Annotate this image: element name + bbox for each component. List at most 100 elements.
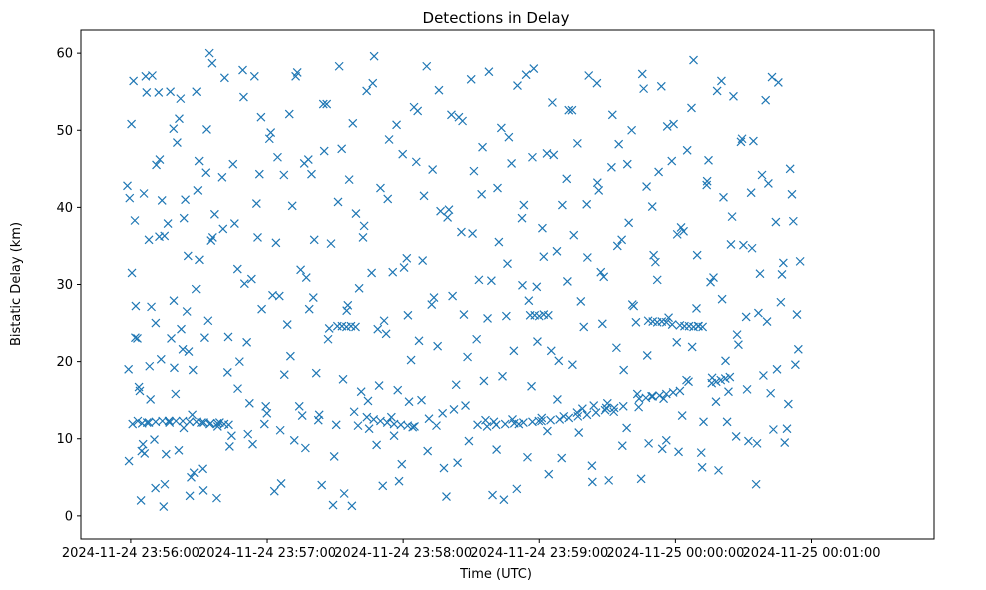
- data-point: [364, 424, 374, 434]
- data-point: [269, 486, 279, 496]
- data-point: [134, 382, 144, 392]
- data-point: [130, 216, 140, 225]
- data-point: [582, 253, 592, 262]
- data-point: [404, 397, 414, 407]
- data-point: [249, 71, 259, 81]
- data-point: [647, 202, 657, 212]
- track-2-point: [410, 421, 419, 431]
- data-point: [123, 181, 132, 191]
- data-point: [423, 446, 433, 456]
- data-point: [509, 346, 519, 356]
- data-point: [496, 123, 506, 133]
- data-point: [127, 119, 137, 129]
- track-3-point: [518, 418, 528, 427]
- data-point: [546, 346, 556, 356]
- data-point: [234, 357, 244, 367]
- track-4-point: [655, 391, 664, 400]
- data-point: [636, 474, 646, 484]
- data-point: [388, 267, 398, 277]
- data-point: [367, 268, 377, 278]
- data-point: [309, 235, 319, 245]
- data-point: [192, 87, 202, 97]
- data-point: [184, 347, 194, 357]
- data-point: [233, 384, 242, 394]
- data-point: [659, 394, 669, 404]
- data-point: [418, 256, 428, 266]
- data-point: [398, 149, 408, 159]
- data-point: [662, 121, 672, 131]
- data-point: [559, 411, 569, 421]
- data-point: [518, 280, 527, 290]
- data-point: [682, 145, 692, 155]
- data-point: [778, 258, 788, 268]
- data-point: [251, 199, 261, 208]
- data-point: [772, 364, 782, 374]
- data-point: [242, 337, 252, 347]
- data-point: [607, 110, 617, 120]
- data-point: [667, 156, 677, 166]
- y-tick-label: 60: [56, 47, 73, 62]
- data-point: [552, 246, 562, 256]
- data-point: [157, 196, 167, 205]
- data-point: [178, 344, 188, 354]
- track-2-point: [382, 418, 392, 427]
- track-9-point: [543, 310, 553, 320]
- data-point: [282, 320, 292, 330]
- data-point: [537, 413, 547, 423]
- data-point: [742, 384, 752, 394]
- data-point: [171, 389, 181, 399]
- data-point: [617, 235, 627, 245]
- data-point: [392, 120, 401, 130]
- track-2-point: [369, 415, 379, 424]
- data-point: [704, 155, 713, 165]
- data-point: [719, 192, 728, 202]
- data-point: [333, 197, 343, 207]
- data-point: [198, 485, 208, 495]
- data-point: [712, 86, 722, 96]
- data-point: [702, 180, 712, 190]
- data-point: [442, 492, 451, 502]
- data-point: [538, 223, 547, 233]
- data-point: [748, 136, 758, 146]
- data-point: [780, 438, 790, 448]
- data-point: [449, 405, 459, 414]
- data-point: [356, 387, 366, 397]
- data-point: [582, 199, 592, 209]
- data-point: [762, 317, 772, 326]
- data-point: [669, 119, 678, 129]
- track-1-point: [205, 418, 215, 428]
- data-point: [206, 236, 216, 245]
- data-point: [406, 355, 416, 365]
- data-point: [131, 301, 141, 311]
- data-point: [503, 259, 512, 269]
- data-point: [203, 316, 213, 326]
- data-point: [368, 78, 378, 88]
- data-point: [637, 69, 647, 79]
- track-1-point: [224, 420, 233, 430]
- data-point: [717, 76, 726, 86]
- data-point: [201, 168, 211, 178]
- data-point: [576, 297, 586, 306]
- data-point: [696, 448, 706, 458]
- data-point: [504, 132, 514, 142]
- data-point: [732, 330, 742, 340]
- data-point: [198, 464, 208, 474]
- data-point: [342, 306, 352, 316]
- x-tick-label: 2024-11-24 23:59:00: [470, 546, 608, 561]
- data-point: [176, 94, 186, 104]
- data-point: [519, 200, 529, 210]
- data-point: [562, 174, 572, 184]
- data-point: [338, 374, 348, 384]
- data-point: [193, 185, 203, 195]
- data-point: [767, 72, 777, 82]
- data-point: [532, 282, 542, 292]
- data-point: [166, 87, 176, 97]
- data-point: [574, 428, 584, 437]
- data-point: [266, 128, 276, 137]
- data-point: [692, 250, 702, 260]
- data-point: [156, 354, 166, 364]
- track-2-point: [362, 412, 372, 422]
- data-point: [468, 229, 477, 239]
